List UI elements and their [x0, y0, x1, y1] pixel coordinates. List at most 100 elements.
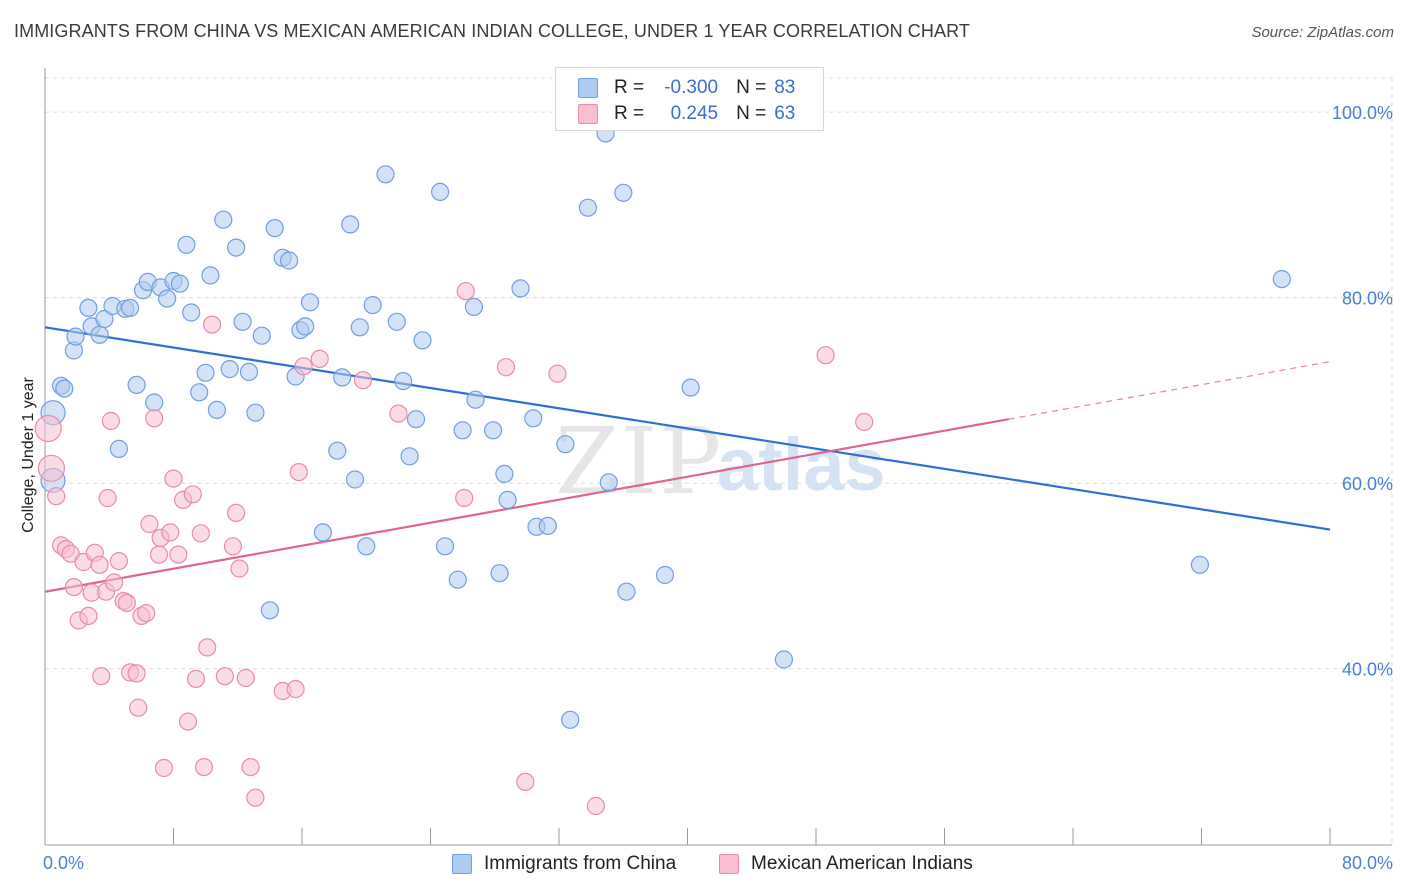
legend-row-mexican: R = 0.245 N = 63 [578, 101, 795, 127]
point-china [556, 435, 575, 454]
point-mexican [117, 593, 137, 613]
point-china [466, 390, 485, 409]
point-china [207, 400, 226, 419]
point-mexican [223, 537, 242, 556]
point-china [614, 183, 633, 202]
point-mexican [241, 757, 260, 777]
point-china [66, 327, 85, 346]
trend-lines [44, 326, 1331, 593]
point-china [260, 601, 279, 620]
point-mexican [194, 757, 214, 777]
point-china [90, 325, 109, 344]
point-china [341, 215, 360, 234]
point-china [464, 297, 483, 316]
point-mexican [455, 488, 474, 508]
point-china [196, 363, 215, 382]
point-mexican [37, 454, 66, 482]
data-points [34, 124, 1291, 816]
point-china [345, 470, 365, 489]
point-mexican [178, 712, 198, 731]
point-china [220, 360, 239, 379]
point-mexican [389, 404, 408, 423]
point-mexican [191, 524, 210, 543]
point-mexican [164, 469, 183, 488]
point-mexican [154, 758, 173, 778]
point-mexican [127, 664, 146, 683]
legend-swatch-china [578, 78, 598, 98]
point-china [578, 198, 598, 217]
point-china [387, 312, 406, 331]
point-china [561, 710, 580, 729]
point-mexican [169, 545, 188, 564]
point-china [495, 464, 514, 483]
point-mexican [109, 551, 129, 571]
point-china [498, 490, 517, 509]
point-china [79, 298, 98, 317]
point-china [95, 309, 114, 329]
point-china [413, 331, 432, 350]
y-tick-label: 100.0% [1332, 103, 1393, 123]
bottom-legend-label-china: Immigrants from China [484, 853, 677, 874]
point-mexican [855, 412, 874, 432]
point-china [484, 421, 503, 440]
point-mexican [140, 514, 159, 534]
point-china [201, 266, 220, 285]
point-mexican [294, 357, 313, 376]
bottom-legend-mexican: Mexican American Indians [719, 851, 973, 877]
point-china [280, 251, 299, 270]
point-china [109, 439, 129, 458]
point-china [681, 378, 700, 397]
point-china [239, 362, 259, 381]
point-china [233, 312, 252, 331]
point-mexican [816, 346, 835, 365]
point-china [538, 516, 557, 536]
point-china [300, 293, 320, 312]
point-mexican [286, 679, 305, 699]
legend-n-value-china: 83 [774, 77, 796, 98]
point-china [246, 403, 265, 422]
x-tick-label-max: 80.0% [1342, 853, 1393, 873]
point-mexican [310, 349, 329, 368]
correlation-legend: R = -0.300 N = 83 R = 0.245 N = 63 [555, 67, 824, 131]
point-mexican [79, 606, 98, 626]
point-china [127, 375, 146, 394]
point-china [296, 317, 315, 336]
point-mexican [289, 463, 308, 482]
point-mexican [456, 282, 475, 301]
point-mexican [61, 544, 80, 563]
point-china [394, 372, 413, 391]
point-mexican [137, 603, 156, 623]
point-china [357, 537, 376, 556]
point-china [55, 379, 74, 398]
point-china [350, 318, 369, 337]
point-china [524, 409, 543, 428]
bottom-legend-china: Immigrants from China [452, 851, 676, 877]
point-china [511, 279, 530, 298]
point-china [145, 393, 164, 412]
point-china [655, 565, 675, 585]
point-mexican [90, 555, 109, 574]
point-china [190, 383, 209, 402]
point-china [376, 165, 395, 184]
point-china [406, 410, 426, 429]
point-mexican [198, 638, 217, 657]
y-tick-label: 60.0% [1342, 474, 1393, 494]
y-axis-label: College, Under 1 year [20, 377, 37, 533]
watermark-atlas: atlas [717, 423, 886, 506]
legend-swatch-mexican [578, 104, 598, 124]
point-china [617, 582, 636, 601]
point-china [313, 523, 332, 542]
point-mexican [516, 772, 535, 792]
bottom-legend-swatch-mexican [719, 854, 739, 874]
point-mexican [161, 523, 180, 542]
point-china [448, 570, 467, 589]
point-mexican [246, 788, 265, 807]
point-mexican [548, 364, 567, 383]
point-mexican [129, 698, 148, 717]
x-tick-label-min: 0.0% [43, 853, 84, 873]
point-mexican [64, 577, 84, 597]
point-mexican [104, 573, 124, 592]
legend-n-label-china: N = [736, 77, 767, 98]
point-china [431, 182, 450, 201]
bottom-legend-label-mexican: Mexican American Indians [751, 853, 973, 874]
